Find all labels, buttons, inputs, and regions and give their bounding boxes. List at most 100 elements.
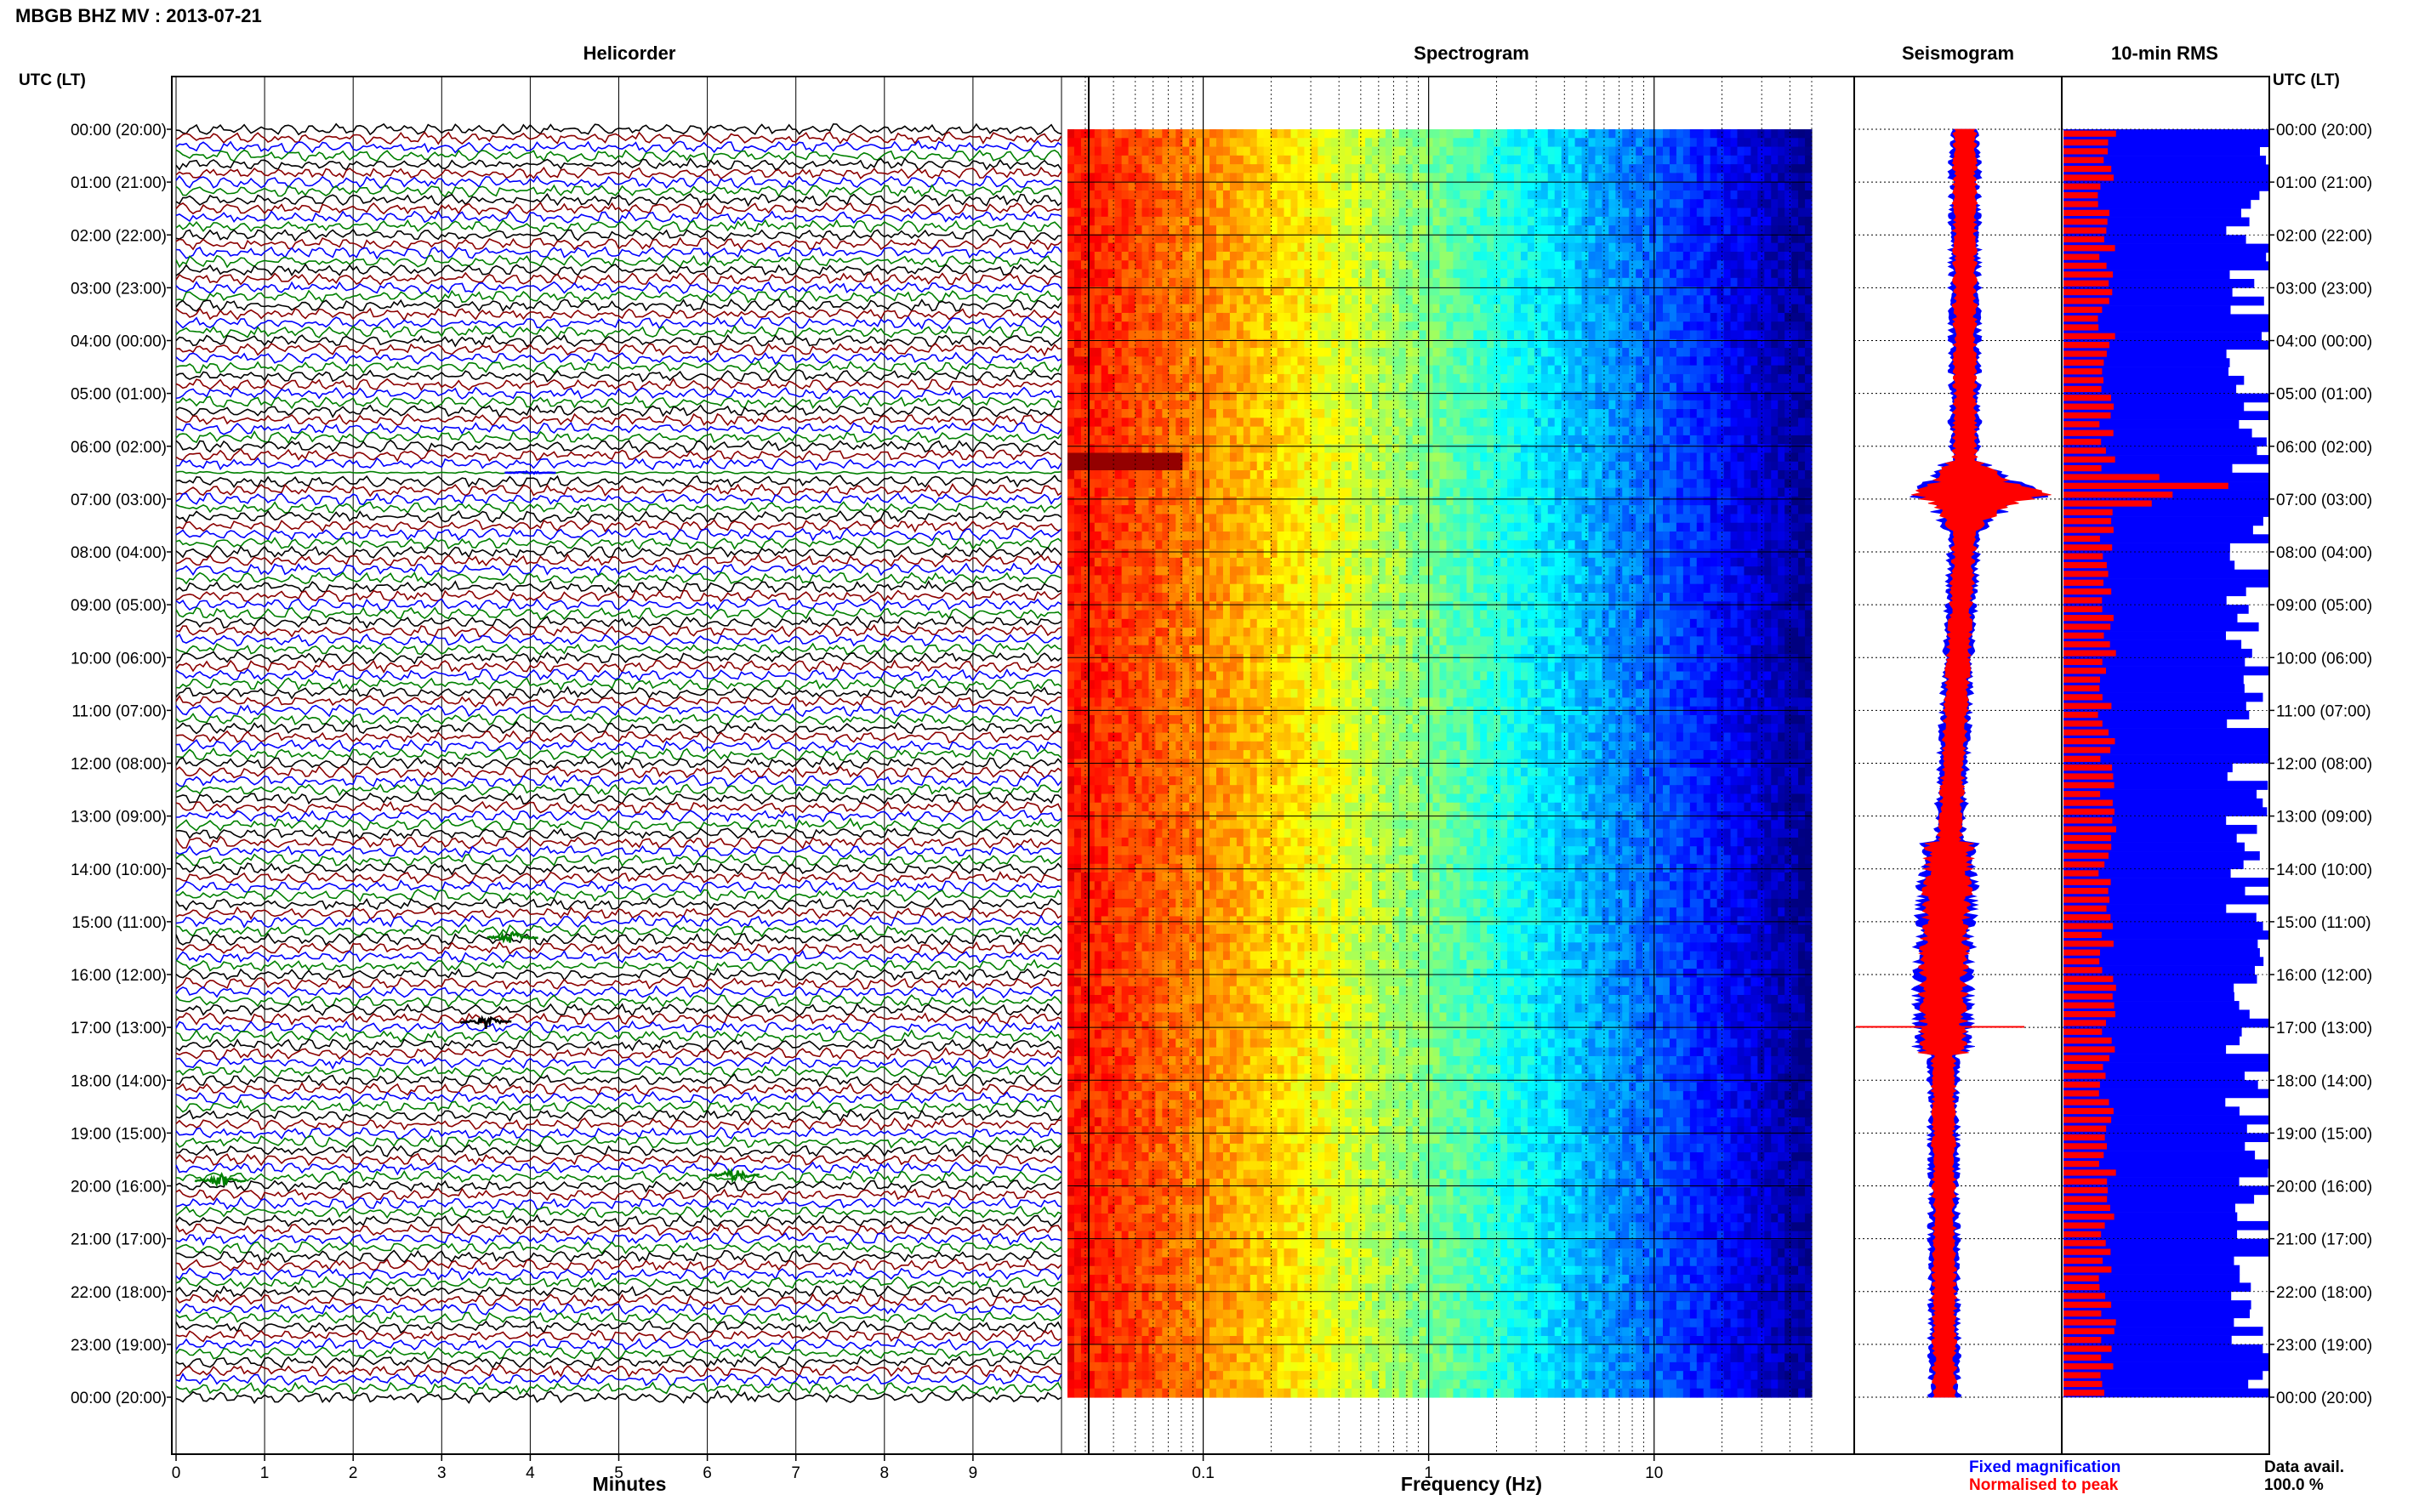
spectrogram-cell: [1642, 479, 1650, 489]
spectrogram-cell: [1371, 155, 1380, 165]
spectrogram-cell: [1256, 216, 1265, 226]
spectrogram-cell: [1107, 216, 1116, 226]
spectrogram-cell: [1723, 330, 1732, 340]
spectrogram-cell: [1148, 444, 1156, 454]
spectrogram-cell: [1595, 260, 1602, 270]
spectrogram-cell: [1561, 409, 1569, 418]
spectrogram-cell: [1561, 146, 1569, 156]
spectrogram-cell: [1710, 234, 1718, 244]
spectrogram-cell: [1500, 155, 1508, 165]
spectrogram-cell: [1249, 330, 1258, 340]
spectrogram-cell: [1371, 348, 1380, 357]
spectrogram-cell: [1460, 426, 1467, 436]
spectrogram-cell: [1128, 138, 1136, 148]
spectrogram-cell: [1412, 348, 1420, 357]
spectrogram-cell: [1114, 242, 1123, 253]
spectrogram-cell: [1189, 426, 1197, 436]
helicorder-trace: [175, 351, 1062, 366]
spectrogram-cell: [1460, 452, 1467, 463]
spectrogram-cell: [1398, 234, 1407, 244]
spectrogram-cell: [1338, 251, 1346, 261]
spectrogram-cell: [1203, 373, 1210, 384]
spectrogram-cell: [1283, 373, 1292, 384]
spectrogram-cell: [1649, 496, 1657, 506]
spectrogram-cell: [1608, 479, 1616, 489]
spectrogram-cell: [1778, 479, 1785, 489]
spectrogram-cell: [1243, 304, 1251, 314]
spectrogram-cell: [1682, 321, 1691, 332]
spectrogram-cell: [1676, 277, 1684, 287]
helicorder-trace: [175, 192, 1062, 207]
spectrogram-cell: [1338, 164, 1346, 174]
spectrogram-cell: [1283, 129, 1292, 139]
spectrogram-cell: [1229, 365, 1238, 375]
spectrogram-cell: [1398, 225, 1407, 235]
spectrogram-cell: [1642, 181, 1650, 191]
spectrogram-cell: [1203, 155, 1210, 165]
spectrogram-cell: [1229, 487, 1238, 497]
spectrogram-cell: [1466, 391, 1474, 401]
spectrogram-cell: [1514, 400, 1522, 410]
spectrogram-cell: [1798, 348, 1806, 357]
spectrogram-cell: [1277, 418, 1285, 428]
spectrogram-cell: [1128, 330, 1136, 340]
spectrogram-cell: [1757, 129, 1765, 139]
spectrogram-cell: [1432, 338, 1441, 349]
spectrogram-cell: [1182, 452, 1190, 463]
spectrogram-cell: [1304, 461, 1312, 471]
spectrogram-cell: [1798, 129, 1806, 139]
spectrogram-cell: [1128, 251, 1136, 261]
spectrogram-cell: [1067, 181, 1075, 191]
spectrogram-cell: [1304, 129, 1312, 139]
spectrogram-cell: [1595, 330, 1602, 340]
spectrogram-cell: [1608, 129, 1616, 139]
spectrogram-cell: [1540, 164, 1549, 174]
spectrogram-cell: [1128, 444, 1136, 454]
spectrogram-cell: [1527, 287, 1535, 296]
spectrogram-cell: [1602, 164, 1609, 174]
spectrogram-cell: [1162, 199, 1170, 209]
spectrogram-cell: [1608, 146, 1616, 156]
spectrogram-cell: [1446, 400, 1454, 410]
spectrogram-cell: [1398, 269, 1407, 279]
spectrogram-cell: [1175, 295, 1183, 305]
spectrogram-cell: [1480, 409, 1488, 418]
spectrogram-cell: [1114, 251, 1123, 261]
spectrogram-cell: [1460, 400, 1467, 410]
spectrogram-cell: [1378, 207, 1386, 218]
spectrogram-cell: [1574, 348, 1583, 357]
spectrogram-cell: [1169, 216, 1176, 226]
helicorder-trace: [175, 1231, 1062, 1247]
spectrogram-cell: [1527, 164, 1535, 174]
spectrogram-cell: [1338, 190, 1346, 200]
spectrogram-cell: [1791, 199, 1799, 209]
spectrogram-cell: [1318, 146, 1325, 156]
spectrogram-cell: [1622, 260, 1630, 270]
spectrogram-cell: [1547, 251, 1556, 261]
spectrogram-cell: [1107, 129, 1116, 139]
spectrogram-cell: [1500, 295, 1508, 305]
spectrogram-cell: [1338, 138, 1346, 148]
spectrogram-cell: [1608, 287, 1616, 296]
spectrogram-cell: [1243, 373, 1251, 384]
spectrogram-cell: [1419, 287, 1427, 296]
spectrogram-cell: [1210, 505, 1217, 515]
spectrogram-cell: [1216, 479, 1224, 489]
spectrogram-cell: [1318, 181, 1325, 191]
spectrogram-cell: [1365, 338, 1373, 349]
spectrogram-cell: [1304, 277, 1312, 287]
spectrogram-cell: [1771, 138, 1779, 148]
spectrogram-cell: [1649, 444, 1657, 454]
spectrogram-cell: [1723, 383, 1732, 393]
spectrogram-cell: [1581, 269, 1590, 279]
spectrogram-cell: [1730, 435, 1739, 445]
helicorder-trace: [175, 1223, 1062, 1237]
spectrogram-cell: [1114, 470, 1123, 480]
spectrogram-cell: [1554, 146, 1562, 156]
spectrogram-cell: [1101, 452, 1109, 463]
spectrogram-cell: [1392, 199, 1400, 209]
spectrogram-cell: [1094, 383, 1102, 393]
spectrogram-cell: [1101, 496, 1109, 506]
helicorder-trace: [175, 149, 1062, 163]
spectrogram-cell: [1588, 330, 1597, 340]
